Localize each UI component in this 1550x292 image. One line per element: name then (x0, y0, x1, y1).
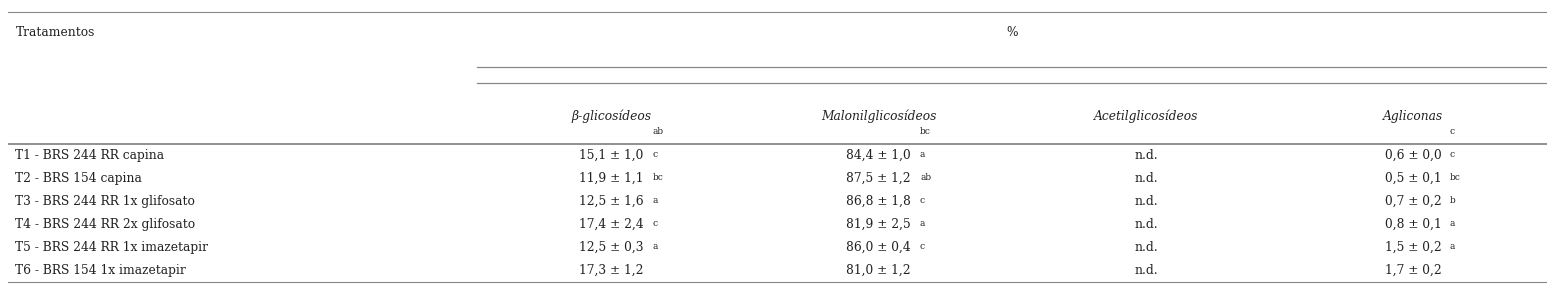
Text: 81,9 ± 2,5: 81,9 ± 2,5 (846, 218, 911, 231)
Text: Agliconas: Agliconas (1384, 110, 1443, 123)
Text: T2 - BRS 154 capina: T2 - BRS 154 capina (16, 172, 143, 185)
Text: c: c (653, 219, 657, 228)
Text: b: b (1449, 196, 1455, 205)
Text: 86,8 ± 1,8: 86,8 ± 1,8 (846, 195, 911, 208)
Text: T1 - BRS 244 RR capina: T1 - BRS 244 RR capina (16, 149, 164, 162)
Text: c: c (1449, 127, 1455, 136)
Text: n.d.: n.d. (1135, 241, 1158, 254)
Text: 86,0 ± 0,4: 86,0 ± 0,4 (846, 241, 911, 254)
Text: T4 - BRS 244 RR 2x glifosato: T4 - BRS 244 RR 2x glifosato (16, 218, 195, 231)
Text: 12,5 ± 0,3: 12,5 ± 0,3 (578, 241, 643, 254)
Text: T3 - BRS 244 RR 1x glifosato: T3 - BRS 244 RR 1x glifosato (16, 195, 195, 208)
Text: %: % (1006, 26, 1018, 39)
Text: bc: bc (653, 173, 663, 182)
Text: n.d.: n.d. (1135, 218, 1158, 231)
Text: n.d.: n.d. (1135, 172, 1158, 185)
Text: c: c (919, 242, 925, 251)
Text: bc: bc (1449, 173, 1460, 182)
Text: ab: ab (921, 173, 932, 182)
Text: 17,4 ± 2,4: 17,4 ± 2,4 (578, 218, 643, 231)
Text: 0,5 ± 0,1: 0,5 ± 0,1 (1386, 172, 1442, 185)
Text: a: a (919, 150, 925, 159)
Text: 0,7 ± 0,2: 0,7 ± 0,2 (1386, 195, 1442, 208)
Text: bc: bc (921, 127, 932, 136)
Text: 1,7 ± 0,2: 1,7 ± 0,2 (1386, 264, 1442, 277)
Text: c: c (653, 150, 657, 159)
Text: ab: ab (653, 127, 663, 136)
Text: 0,8 ± 0,1: 0,8 ± 0,1 (1386, 218, 1442, 231)
Text: Malonilglicosídeos: Malonilglicosídeos (822, 110, 936, 123)
Text: c: c (1449, 150, 1455, 159)
Text: n.d.: n.d. (1135, 149, 1158, 162)
Text: 12,5 ± 1,6: 12,5 ± 1,6 (578, 195, 643, 208)
Text: Acetilglicosídeos: Acetilglicosídeos (1094, 110, 1198, 123)
Text: 11,9 ± 1,1: 11,9 ± 1,1 (578, 172, 643, 185)
Text: 1,5 ± 0,2: 1,5 ± 0,2 (1386, 241, 1442, 254)
Text: 87,5 ± 1,2: 87,5 ± 1,2 (846, 172, 911, 185)
Text: a: a (921, 219, 925, 228)
Text: a: a (653, 242, 657, 251)
Text: 17,3 ± 1,2: 17,3 ± 1,2 (578, 264, 643, 277)
Text: 0,6 ± 0,0: 0,6 ± 0,0 (1386, 149, 1442, 162)
Text: β-glicosídeos: β-glicosídeos (570, 110, 651, 123)
Text: 81,0 ± 1,2: 81,0 ± 1,2 (846, 264, 911, 277)
Text: n.d.: n.d. (1135, 264, 1158, 277)
Text: a: a (653, 196, 657, 205)
Text: T6 - BRS 154 1x imazetapir: T6 - BRS 154 1x imazetapir (16, 264, 186, 277)
Text: Tratamentos: Tratamentos (16, 26, 95, 39)
Text: T5 - BRS 244 RR 1x imazetapir: T5 - BRS 244 RR 1x imazetapir (16, 241, 208, 254)
Text: a: a (1449, 219, 1455, 228)
Text: 15,1 ± 1,0: 15,1 ± 1,0 (578, 149, 643, 162)
Text: n.d.: n.d. (1135, 195, 1158, 208)
Text: c: c (921, 196, 925, 205)
Text: 84,4 ± 1,0: 84,4 ± 1,0 (846, 149, 911, 162)
Text: a: a (1449, 242, 1455, 251)
